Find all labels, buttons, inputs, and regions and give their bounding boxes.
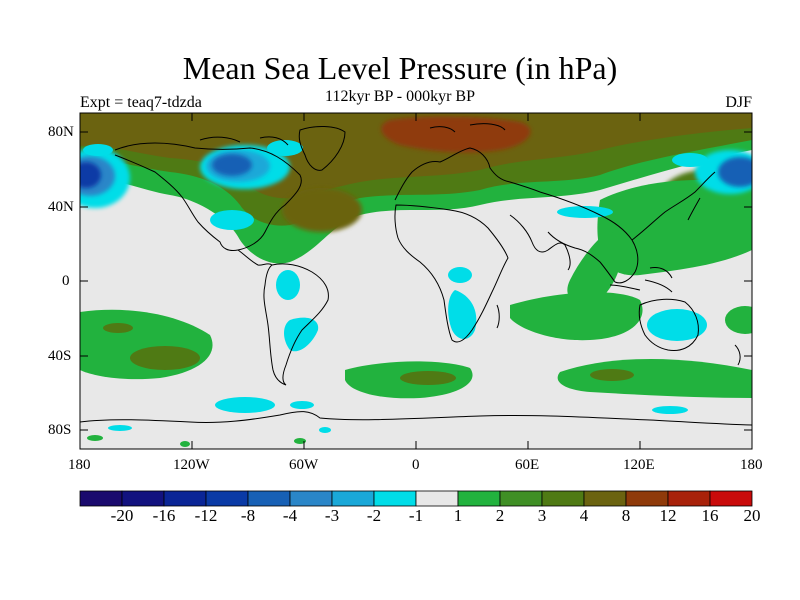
contour-arctic-high: [381, 116, 531, 153]
colorbar-label: 3: [537, 506, 547, 525]
colorbar-swatch: [247, 490, 291, 507]
colorbar-swatch: [709, 490, 753, 507]
contour-n-atlantic: [282, 188, 362, 232]
colorbar-swatch: [373, 490, 417, 507]
coast-arctic-islands: [199, 123, 506, 146]
lat-tick-label: 80N: [48, 124, 74, 140]
contour-s-indian-core: [590, 369, 634, 381]
lon-tick-label: 120E: [623, 457, 655, 473]
colorbar-label: 20: [743, 506, 761, 525]
coast-central-america: [237, 249, 273, 266]
colorbar-swatch: [79, 490, 123, 507]
contour-australia-low: [647, 309, 707, 341]
colorbar-swatch: [499, 490, 543, 507]
colorbar-swatch: [457, 490, 501, 507]
colorbar-swatch: [625, 490, 669, 507]
contour-southern-low-2: [290, 401, 314, 409]
contour-s-indian-pac-high: [557, 358, 752, 398]
colorbar-label: 1: [453, 506, 463, 525]
contour-s-pacific-core-2: [130, 346, 200, 370]
colorbar-label: -4: [282, 506, 298, 525]
colorbar-swatch: [121, 490, 165, 507]
contour-asia-tongue: [567, 230, 621, 304]
colorbar-label: -8: [240, 506, 256, 525]
colorbar-label: -16: [152, 506, 176, 525]
colorbar-swatch: [163, 490, 207, 507]
colorbar-swatch: [541, 490, 585, 507]
contour-africa-low-2: [448, 290, 477, 339]
coast-south-america: [263, 263, 329, 386]
coast-north-america: [114, 142, 302, 251]
contour-samerica-low-2: [284, 317, 319, 352]
season-label: DJF: [725, 94, 752, 111]
coast-indonesia: [609, 267, 673, 293]
colorbar-label: -20: [110, 506, 134, 525]
lon-tick-label: 60E: [515, 457, 540, 473]
coast-arabia-india: [509, 214, 571, 271]
contour-samerica-low: [276, 270, 300, 300]
colorbar-swatch: [331, 490, 375, 507]
lon-tick-label: 180: [740, 457, 763, 473]
coast-antarctica: [80, 411, 752, 426]
colorbar-swatch: [205, 490, 249, 507]
contour-s-indian-high: [510, 292, 643, 341]
coast-asia: [539, 171, 716, 284]
colorbar-swatch: [415, 490, 459, 507]
contour-antarctic-high-3: [180, 441, 190, 447]
contour-small-low-3: [672, 153, 708, 167]
contour-southern-low-4: [108, 425, 132, 431]
colorbar-swatch: [667, 490, 711, 507]
colorbar-label: 4: [579, 506, 589, 525]
coast-greenland: [298, 126, 346, 171]
colorbar-label: -2: [366, 506, 382, 525]
colorbar-label: -12: [194, 506, 218, 525]
lat-tick-label: 80S: [48, 422, 72, 438]
contour-southern-low-3: [652, 406, 688, 414]
coast-japan: [687, 197, 701, 221]
contour-southern-low-1: [215, 397, 275, 413]
colorbar-swatch: [583, 490, 627, 507]
contour-aleutian-west-3: [80, 162, 101, 188]
colorbar: [79, 490, 753, 507]
coast-africa: [394, 204, 509, 343]
contour-s-pacific-core-1: [103, 323, 133, 333]
coastlines: [80, 123, 752, 426]
contour-small-low-1: [83, 144, 113, 156]
colorbar-label: 12: [659, 506, 677, 525]
coast-australia: [638, 298, 699, 351]
contour-aleutian-east-2: [718, 157, 752, 187]
colorbar-label: 8: [621, 506, 631, 525]
colorbar-label: -1: [408, 506, 424, 525]
contour-antarctic-high-1: [87, 435, 103, 441]
lon-tick-label: 180: [68, 457, 91, 473]
contour-n-pacific-band: [597, 180, 752, 276]
colorbar-label: -3: [324, 506, 340, 525]
colorbar-label: 16: [701, 506, 719, 525]
contour-canada-low-3: [212, 154, 252, 176]
contour-small-low-2: [267, 140, 303, 156]
lon-tick-label: 120W: [173, 457, 210, 473]
lat-tick-label: 40S: [48, 348, 72, 364]
map-subtitle: 112kyr BP - 000kyr BP: [325, 88, 475, 105]
coast-new-zealand: [734, 344, 741, 366]
contour-africa-low-1: [448, 267, 472, 283]
contour-s-atlantic-core: [400, 371, 456, 385]
contour-southern-low-5: [319, 427, 331, 433]
colorbar-swatch: [289, 490, 333, 507]
contour-se-pacific-high: [725, 306, 752, 334]
coast-madagascar: [496, 304, 500, 329]
lat-tick-label: 0: [62, 273, 70, 289]
lat-tick-label: 40N: [48, 199, 74, 215]
lon-tick-label: 0: [412, 457, 420, 473]
experiment-label: Expt = teaq7-tdzda: [80, 94, 202, 111]
contour-antarctic-high-2: [294, 438, 306, 444]
coast-europe: [394, 147, 541, 201]
lon-tick-label: 60W: [289, 457, 319, 473]
colorbar-label: 2: [495, 506, 505, 525]
contour-atlantic-low: [210, 210, 254, 230]
map-ticks: [80, 113, 752, 449]
map-title: Mean Sea Level Pressure (in hPa): [182, 50, 618, 86]
